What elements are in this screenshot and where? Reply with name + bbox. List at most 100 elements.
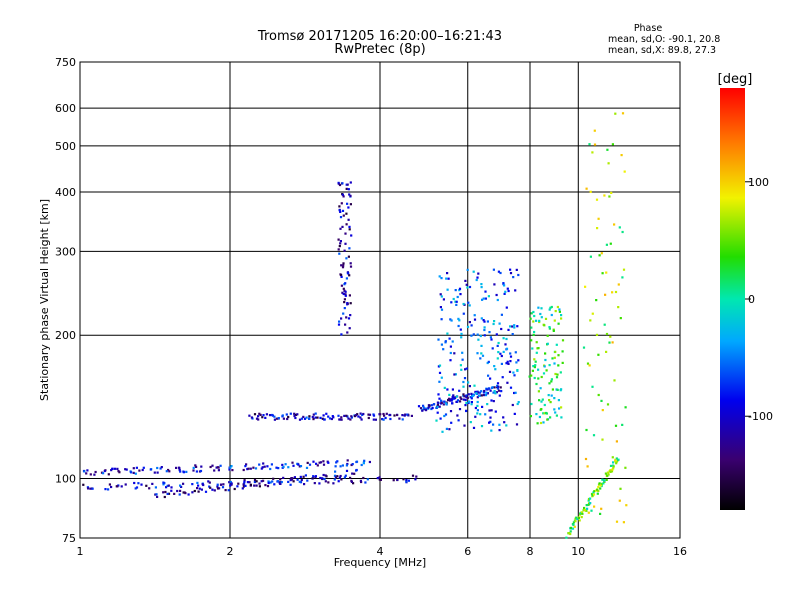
phase-stats-o: mean, sd,O: -90.1, 20.8 — [608, 34, 720, 45]
echo-point — [561, 339, 565, 342]
echo-point — [498, 423, 501, 426]
echo-point — [348, 225, 351, 228]
echo-point — [529, 415, 532, 418]
echo-point — [319, 476, 322, 480]
echo-point — [490, 338, 493, 341]
echo-point — [495, 293, 498, 297]
echo-point — [464, 368, 467, 371]
echo-point — [462, 312, 465, 315]
echo-point — [449, 359, 452, 362]
echo-point — [491, 386, 494, 389]
echo-point — [178, 467, 181, 470]
echo-point — [257, 415, 260, 418]
echo-point — [258, 412, 261, 415]
echo-point — [530, 312, 533, 315]
echo-point — [343, 298, 346, 301]
echo-point — [447, 398, 450, 402]
echo-point — [305, 466, 309, 469]
echo-point — [327, 481, 330, 484]
echo-point — [242, 468, 245, 472]
echo-point — [486, 403, 489, 406]
echo-point — [557, 364, 560, 367]
echo-point — [255, 417, 259, 420]
echo-point — [543, 412, 546, 415]
echo-point — [473, 384, 476, 387]
echo-point — [608, 195, 611, 198]
echo-point — [618, 226, 621, 229]
echo-point — [340, 275, 343, 278]
echo-point — [345, 469, 349, 472]
echo-point — [362, 462, 365, 465]
echo-point — [470, 403, 473, 406]
echo-point — [572, 521, 575, 524]
echo-point — [294, 416, 297, 420]
echo-point — [314, 475, 317, 478]
echo-point — [338, 252, 341, 255]
echo-point — [318, 482, 321, 485]
echo-point — [304, 474, 307, 477]
echo-point — [467, 381, 470, 384]
echo-point — [548, 399, 551, 402]
echo-point — [461, 351, 464, 354]
echo-point — [83, 470, 86, 473]
echo-point — [530, 326, 533, 329]
echo-point — [592, 434, 596, 437]
echo-point — [216, 483, 219, 486]
echo-point — [248, 414, 251, 417]
echo-point — [590, 509, 593, 512]
echo-point — [480, 352, 483, 355]
echo-point — [334, 470, 337, 473]
echo-point — [337, 480, 340, 483]
echo-point — [348, 294, 351, 297]
echo-point — [468, 321, 471, 324]
echo-point — [468, 400, 471, 403]
echo-point — [441, 430, 444, 433]
chart-subtitle: RwPretec (8p) — [334, 42, 425, 57]
echo-point — [244, 465, 247, 468]
echo-point — [111, 467, 114, 470]
echo-point — [230, 483, 233, 486]
echo-point — [337, 323, 341, 326]
echo-point — [459, 328, 462, 331]
echo-point — [261, 416, 264, 419]
echo-point — [516, 369, 519, 372]
echo-point — [614, 290, 618, 294]
echo-point — [427, 406, 430, 409]
echo-point — [480, 286, 483, 289]
echo-point — [213, 469, 216, 472]
echo-point — [504, 343, 507, 346]
echo-point — [91, 487, 94, 490]
echo-point — [244, 484, 247, 487]
echo-point — [503, 284, 506, 287]
echo-point — [605, 271, 608, 274]
echo-point — [485, 388, 488, 391]
echo-point — [192, 469, 195, 472]
echo-point — [168, 470, 171, 473]
echo-point — [130, 471, 133, 474]
echo-point — [372, 414, 376, 417]
echo-point — [464, 279, 467, 282]
echo-point — [460, 332, 463, 335]
echo-point — [615, 457, 618, 460]
echo-point — [332, 416, 335, 419]
echo-point — [349, 194, 352, 197]
echo-point — [236, 485, 239, 488]
echo-point — [517, 401, 520, 404]
echo-point — [577, 516, 580, 519]
echo-point — [436, 401, 439, 404]
y-tick-label: 200 — [55, 329, 76, 342]
echo-point — [500, 354, 503, 358]
echo-point — [470, 324, 473, 327]
echo-point — [605, 243, 608, 246]
echo-point — [176, 489, 179, 493]
echo-point — [253, 480, 256, 484]
echo-point — [604, 293, 607, 296]
echo-point — [242, 485, 245, 488]
echo-point — [406, 413, 409, 416]
echo-point — [582, 346, 586, 349]
echo-point — [299, 465, 303, 468]
echo-point — [451, 402, 454, 405]
echo-point — [339, 227, 342, 230]
echo-point — [279, 480, 282, 483]
echo-point — [349, 181, 352, 184]
